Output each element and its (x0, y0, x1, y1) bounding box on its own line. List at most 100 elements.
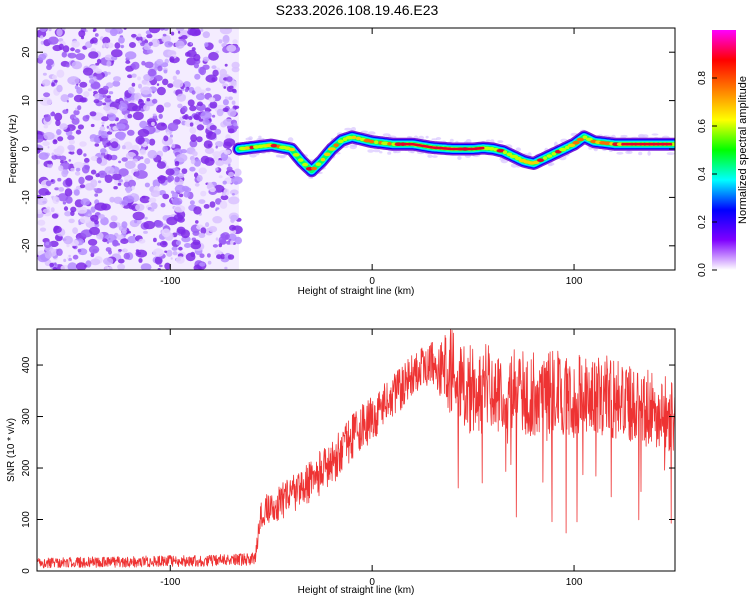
noise-blob (224, 63, 228, 67)
noise-blob (146, 49, 154, 54)
noise-blob (186, 49, 197, 58)
ridge-hotspot (351, 135, 357, 140)
noise-blob (42, 208, 50, 214)
noise-blob (223, 149, 231, 155)
noise-blob (161, 34, 171, 43)
noise-blob (100, 152, 106, 156)
noise-blob (37, 209, 43, 215)
noise-blob (234, 105, 240, 110)
noise-blob (228, 96, 234, 101)
ridge-hotspot (270, 143, 278, 148)
ridge-hotspot (369, 139, 375, 144)
noise-blob (196, 174, 203, 182)
noise-blob (200, 227, 207, 235)
noise-blob (121, 199, 129, 206)
noise-blob (102, 85, 109, 91)
ridge-hotspot (537, 158, 544, 162)
noise-blob (230, 214, 239, 221)
noise-blob (189, 140, 198, 148)
noise-blob (108, 91, 114, 95)
noise-blob (212, 244, 218, 248)
noise-blob (65, 196, 73, 204)
noise-blob (226, 44, 237, 52)
noise-blob (66, 99, 69, 103)
noise-blob (68, 139, 75, 145)
noise-blob (187, 99, 195, 107)
noise-blob (125, 60, 131, 64)
noise-blob (218, 243, 223, 248)
ridge-hotspot (337, 139, 344, 144)
noise-blob (44, 114, 51, 122)
noise-blob (196, 124, 205, 131)
noise-blob (54, 79, 58, 83)
noise-blob (137, 76, 141, 81)
noise-blob (170, 257, 173, 260)
noise-blob (127, 74, 133, 79)
noise-blob (67, 135, 75, 141)
noise-blob (209, 124, 217, 131)
spectrogram-ridge (232, 127, 675, 179)
noise-blob (146, 98, 151, 102)
noise-blob (215, 208, 218, 212)
noise-blob (124, 160, 136, 169)
noise-blob (227, 254, 235, 260)
noise-blob (144, 61, 154, 68)
noise-blob (189, 122, 194, 127)
noise-blob (189, 126, 197, 134)
noise-blob (73, 189, 80, 196)
noise-blob (222, 180, 227, 185)
noise-blob (94, 93, 100, 100)
noise-blob (215, 167, 219, 171)
noise-blob (138, 40, 142, 44)
noise-blob (144, 216, 148, 220)
noise-blob (218, 39, 223, 44)
noise-blob (135, 249, 148, 258)
noise-blob (221, 192, 226, 196)
noise-blob (111, 49, 123, 58)
spectrogram-ytick-label: -10 (21, 190, 32, 205)
spectrogram-ytick-label: -20 (21, 238, 32, 253)
noise-blob (210, 158, 214, 162)
noise-blob (77, 124, 84, 130)
noise-blob (189, 166, 196, 172)
noise-blob (56, 129, 62, 135)
noise-blob (227, 128, 235, 134)
noise-blob (158, 113, 163, 119)
noise-blob (106, 60, 112, 67)
noise-blob (49, 262, 55, 268)
noise-blob (118, 103, 128, 112)
colorbar-tick-label: 0.2 (697, 215, 708, 229)
noise-blob (222, 118, 234, 127)
noise-blob (163, 135, 169, 142)
ridge-halo-blob (497, 140, 504, 144)
noise-blob (80, 35, 85, 40)
ridge-core-segment (401, 142, 485, 151)
noise-blob (70, 167, 75, 172)
noise-blob (229, 85, 234, 89)
ridge-halo-blob (588, 146, 593, 150)
noise-blob (94, 193, 99, 197)
ridge-hotspot (565, 145, 570, 150)
noise-blob (50, 207, 55, 213)
noise-blob (211, 77, 216, 82)
ridge-hotspot (355, 136, 361, 141)
ridge-hotspot (506, 152, 513, 157)
noise-blob (144, 182, 150, 188)
noise-blob (120, 238, 129, 244)
noise-blob (169, 56, 175, 63)
noise-blob (82, 67, 94, 76)
noise-blob (87, 238, 98, 246)
noise-blob (166, 249, 173, 257)
noise-blob (63, 235, 73, 245)
noise-blob (42, 200, 47, 204)
noise-blob (102, 238, 108, 243)
noise-blob (89, 39, 95, 44)
noise-blob (43, 124, 49, 129)
noise-blob (156, 122, 168, 131)
ridge-halo-blob (515, 147, 521, 152)
noise-blob (73, 94, 84, 103)
noise-blob (52, 267, 58, 270)
noise-blob (90, 258, 101, 266)
noise-blob (176, 226, 186, 234)
